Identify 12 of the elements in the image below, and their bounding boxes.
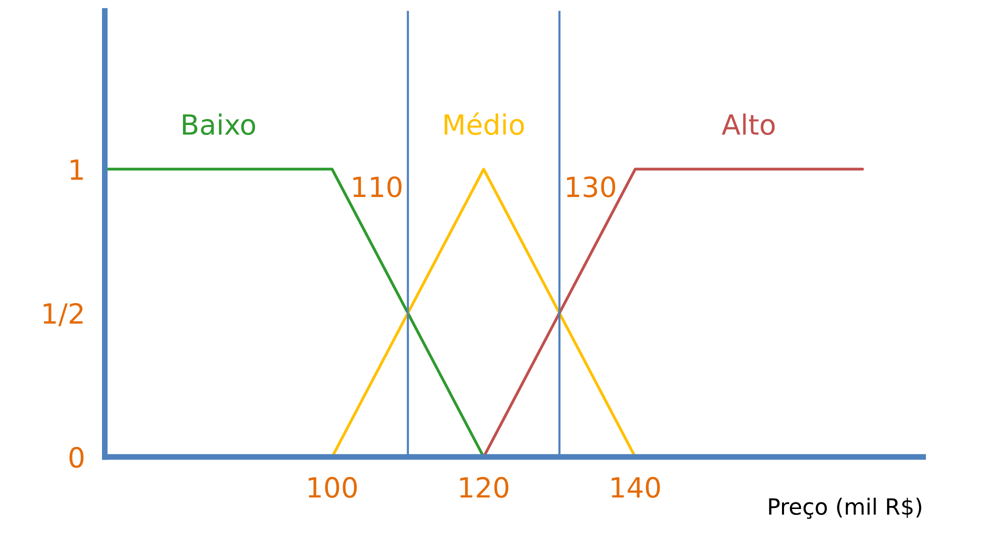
x-tick-label: 100 xyxy=(308,476,357,498)
series-label: Médio xyxy=(444,112,524,136)
y-tick-label: 1 xyxy=(70,159,83,180)
x-tick-label: 120 xyxy=(460,476,508,498)
series-label: Baixo xyxy=(182,114,256,136)
y-tick-label: 0 xyxy=(70,446,84,468)
series-label: Alto xyxy=(722,114,775,136)
x-tick-label: 140 xyxy=(612,476,660,498)
ref-line-label: 130 xyxy=(567,176,616,198)
y-tick-label: 1/2 xyxy=(44,303,83,326)
ref-line-label: 110 xyxy=(353,176,402,198)
x-axis-title: Preço (mil R$) xyxy=(769,498,922,519)
